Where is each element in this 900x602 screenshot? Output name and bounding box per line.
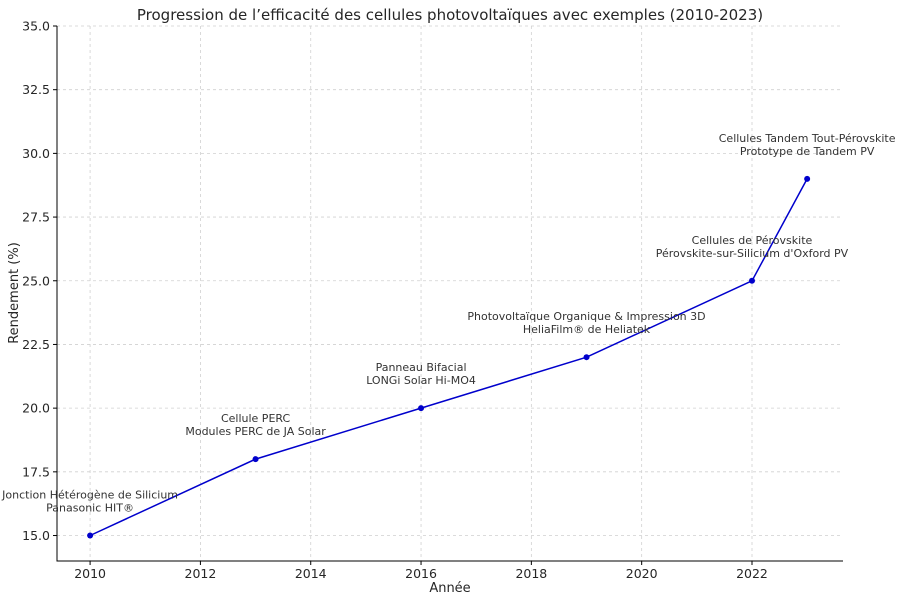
y-tick-label: 25.0 — [22, 273, 50, 288]
data-point — [583, 354, 590, 361]
data-point — [87, 532, 94, 539]
y-tick-label: 17.5 — [22, 464, 50, 479]
annotation-line: Cellules Tandem Tout-Pérovskite — [719, 132, 896, 145]
axes: 2010 2012 2014 2016 2018 2020 2022 15.0 17.5 20.0… — [22, 19, 843, 581]
annotation-line: Cellules de Pérovskite — [692, 234, 813, 247]
x-tick-label: 2016 — [405, 566, 437, 581]
x-tick-label: 2014 — [295, 566, 327, 581]
annotation-line: HeliaFilm® de Heliatek — [523, 323, 651, 336]
series-line — [89, 178, 808, 537]
x-tick-label: 2012 — [185, 566, 217, 581]
annotation-line: Photovoltaïque Organique & Impression 3D — [467, 310, 705, 323]
annotation-line: Jonction Hétérogène de Silicium — [1, 489, 178, 502]
data-point — [418, 405, 425, 412]
y-tick-label: 15.0 — [22, 528, 50, 543]
series-layer — [87, 175, 811, 539]
grid — [57, 25, 843, 561]
data-point — [252, 456, 259, 463]
annotation-line: Pérovskite-sur-Silicium d'Oxford PV — [656, 247, 849, 260]
axis-spines — [56, 26, 843, 562]
data-point — [804, 175, 811, 182]
annotation-line: Panasonic HIT® — [46, 502, 134, 515]
data-point — [748, 277, 755, 284]
annotation-line: Panneau Bifacial — [376, 361, 467, 374]
annotation-line: Cellule PERC — [221, 412, 291, 425]
x-tick-label: 2010 — [74, 566, 106, 581]
y-tick-label: 20.0 — [22, 401, 50, 416]
x-tick-label: 2022 — [736, 566, 768, 581]
x-tick-label: 2018 — [515, 566, 547, 581]
annotation-line: Prototype de Tandem PV — [740, 145, 875, 158]
x-axis-label: Année — [429, 581, 470, 596]
x-tick-label: 2020 — [626, 566, 658, 581]
y-axis-label: Rendement (%) — [7, 242, 22, 344]
annotation-line: LONGi Solar Hi-MO4 — [366, 374, 476, 387]
y-tick-label: 22.5 — [22, 337, 50, 352]
annotations: Jonction Hétérogène de SiliciumPanasonic… — [1, 132, 896, 515]
y-tick-label: 32.5 — [22, 82, 50, 97]
y-tick-label: 35.0 — [22, 19, 50, 34]
annotation-line: Modules PERC de JA Solar — [185, 425, 326, 438]
y-tick-label: 30.0 — [22, 146, 50, 161]
y-tick-label: 27.5 — [22, 210, 50, 225]
chart-title: Progression de l’efficacité des cellules… — [137, 6, 763, 24]
